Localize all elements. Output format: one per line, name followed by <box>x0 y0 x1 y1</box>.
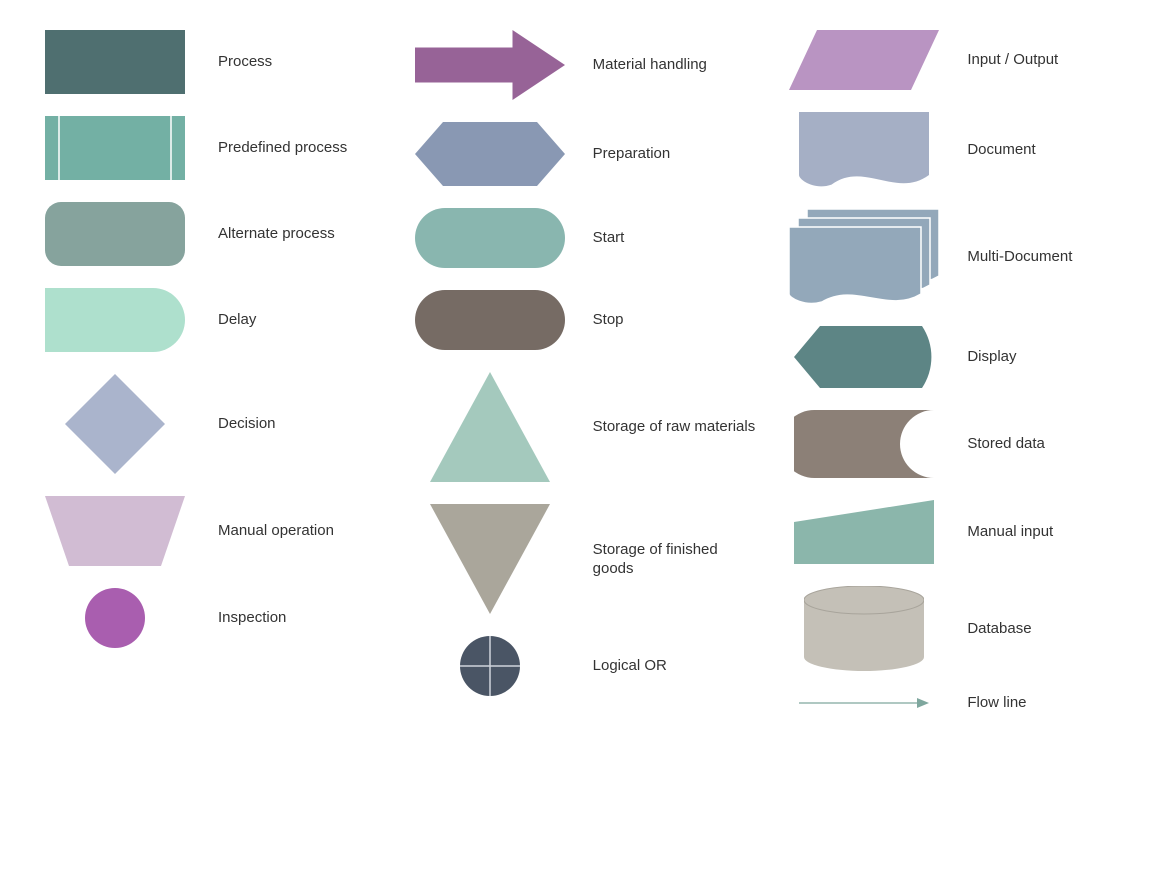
flow-line-icon <box>779 695 949 711</box>
stop-label: Stop <box>593 310 624 330</box>
legend-item-manual-operation: Manual operation <box>30 496 395 566</box>
manual-operation-icon <box>30 496 200 566</box>
alternate-process-label: Alternate process <box>218 224 335 244</box>
legend-item-logical-or: Logical OR <box>405 636 770 696</box>
legend-item-inspection: Inspection <box>30 588 395 648</box>
legend-item-alternate-process: Alternate process <box>30 202 395 266</box>
logical-or-icon <box>405 636 575 696</box>
flow-line-label: Flow line <box>967 693 1026 713</box>
predefined-process-icon <box>30 116 200 180</box>
legend-item-delay: Delay <box>30 288 395 352</box>
legend-item-multi-document: Multi-Document <box>779 209 1144 304</box>
document-label: Document <box>967 140 1035 160</box>
legend-item-decision: Decision <box>30 374 395 474</box>
manual-operation-label: Manual operation <box>218 521 334 541</box>
manual-input-label: Manual input <box>967 522 1053 542</box>
legend-item-input-output: Input / Output <box>779 30 1144 90</box>
input-output-icon <box>779 30 949 90</box>
inspection-icon <box>30 588 200 648</box>
legend-item-manual-input: Manual input <box>779 500 1144 564</box>
legend-item-stored-data: Stored data <box>779 410 1144 478</box>
preparation-icon <box>405 122 575 186</box>
multi-document-icon <box>779 209 949 304</box>
legend-item-predefined-process: Predefined process <box>30 116 395 180</box>
decision-label: Decision <box>218 414 276 434</box>
legend-item-flow-line: Flow line <box>779 693 1144 713</box>
column-3: Input / Output Document Multi-Document Disp… <box>779 30 1144 735</box>
start-icon <box>405 208 575 268</box>
document-icon <box>779 112 949 187</box>
database-label: Database <box>967 619 1031 639</box>
storage-raw-icon <box>405 372 575 482</box>
legend-item-stop: Stop <box>405 290 770 350</box>
legend-item-display: Display <box>779 326 1144 388</box>
multi-document-label: Multi-Document <box>967 247 1072 267</box>
stored-data-icon <box>779 410 949 478</box>
legend-item-preparation: Preparation <box>405 122 770 186</box>
preparation-label: Preparation <box>593 144 671 164</box>
column-2: Material handling Preparation Start Stop Sto… <box>405 30 770 735</box>
manual-input-icon <box>779 500 949 564</box>
stop-icon <box>405 290 575 350</box>
stored-data-label: Stored data <box>967 434 1045 454</box>
inspection-label: Inspection <box>218 608 286 628</box>
database-icon <box>779 586 949 671</box>
storage-finished-label: Storage of finished goods <box>593 540 763 579</box>
start-label: Start <box>593 228 625 248</box>
legend-item-document: Document <box>779 112 1144 187</box>
decision-icon <box>30 374 200 474</box>
legend-item-process: Process <box>30 30 395 94</box>
column-1: Process Predefined process Alternate proce… <box>30 30 395 735</box>
logical-or-label: Logical OR <box>593 656 667 676</box>
legend-item-start: Start <box>405 208 770 268</box>
delay-icon <box>30 288 200 352</box>
legend-item-material-handling: Material handling <box>405 30 770 100</box>
alternate-process-icon <box>30 202 200 266</box>
material-handling-label: Material handling <box>593 55 707 75</box>
predefined-process-label: Predefined process <box>218 138 347 158</box>
process-label: Process <box>218 52 272 72</box>
storage-raw-label: Storage of raw materials <box>593 417 756 437</box>
delay-label: Delay <box>218 310 256 330</box>
input-output-label: Input / Output <box>967 50 1058 70</box>
display-icon <box>779 326 949 388</box>
legend-item-storage-finished: Storage of finished goods <box>405 504 770 614</box>
storage-finished-icon <box>405 504 575 614</box>
display-label: Display <box>967 347 1016 367</box>
legend-item-storage-raw: Storage of raw materials <box>405 372 770 482</box>
process-icon <box>30 30 200 94</box>
legend-item-database: Database <box>779 586 1144 671</box>
material-handling-icon <box>405 30 575 100</box>
